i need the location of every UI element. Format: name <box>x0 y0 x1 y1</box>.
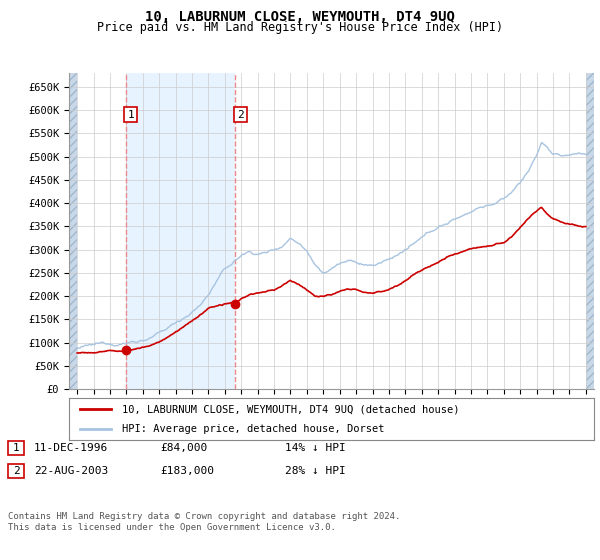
Text: 10, LABURNUM CLOSE, WEYMOUTH, DT4 9UQ: 10, LABURNUM CLOSE, WEYMOUTH, DT4 9UQ <box>145 10 455 24</box>
Text: 14% ↓ HPI: 14% ↓ HPI <box>285 443 346 453</box>
Text: 22-AUG-2003: 22-AUG-2003 <box>34 466 108 476</box>
Text: HPI: Average price, detached house, Dorset: HPI: Average price, detached house, Dors… <box>121 424 384 434</box>
FancyBboxPatch shape <box>8 464 24 478</box>
FancyBboxPatch shape <box>8 441 24 455</box>
Text: £84,000: £84,000 <box>160 443 207 453</box>
Bar <box>586 73 594 389</box>
Text: 10, LABURNUM CLOSE, WEYMOUTH, DT4 9UQ (detached house): 10, LABURNUM CLOSE, WEYMOUTH, DT4 9UQ (d… <box>121 404 459 414</box>
Text: Contains HM Land Registry data © Crown copyright and database right 2024.
This d: Contains HM Land Registry data © Crown c… <box>8 512 400 531</box>
Bar <box>125 73 235 389</box>
Text: 11-DEC-1996: 11-DEC-1996 <box>34 443 108 453</box>
Text: 2: 2 <box>237 110 244 120</box>
Text: 1: 1 <box>127 110 134 120</box>
Bar <box>69 73 77 389</box>
Text: 28% ↓ HPI: 28% ↓ HPI <box>285 466 346 476</box>
Text: 2: 2 <box>13 466 19 476</box>
Text: Price paid vs. HM Land Registry's House Price Index (HPI): Price paid vs. HM Land Registry's House … <box>97 21 503 34</box>
Text: £183,000: £183,000 <box>160 466 214 476</box>
Text: 1: 1 <box>13 443 19 453</box>
